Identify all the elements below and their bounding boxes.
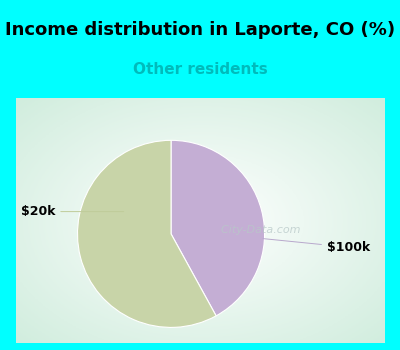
- Text: City-Data.com: City-Data.com: [214, 225, 301, 235]
- Text: Income distribution in Laporte, CO (%): Income distribution in Laporte, CO (%): [5, 21, 395, 39]
- Text: $20k: $20k: [21, 205, 124, 218]
- Text: Other residents: Other residents: [133, 63, 267, 77]
- Wedge shape: [171, 140, 264, 316]
- Wedge shape: [78, 140, 216, 327]
- Text: $100k: $100k: [263, 239, 370, 254]
